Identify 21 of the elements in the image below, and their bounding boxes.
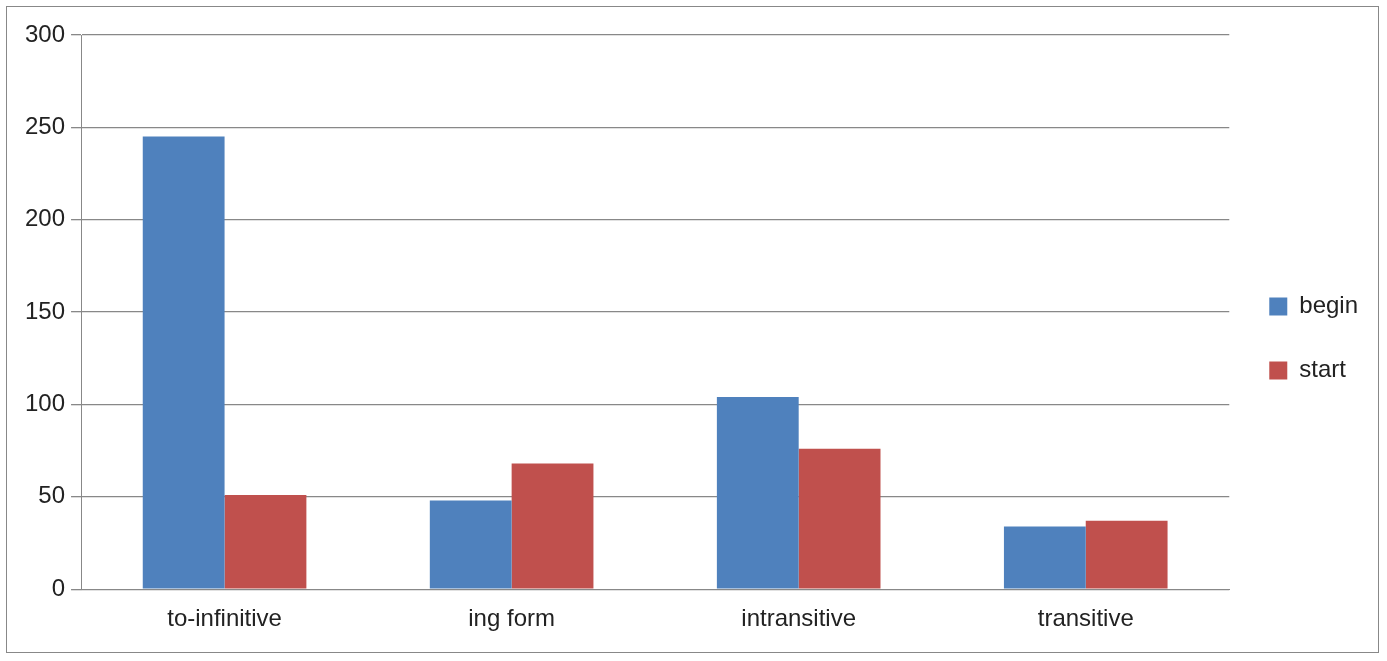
bar (1003, 526, 1086, 589)
y-tick-label: 250 (25, 111, 66, 139)
bar (798, 448, 881, 589)
bar (142, 136, 225, 589)
y-tick-label: 100 (25, 389, 66, 417)
y-tick-label: 200 (25, 204, 66, 232)
x-tick-label: ing form (468, 604, 555, 632)
y-tick-label: 50 (38, 481, 66, 509)
x-tick-label: to-infinitive (167, 604, 282, 632)
bar (1085, 520, 1168, 589)
legend-label: begin (1299, 291, 1359, 319)
bar (224, 494, 307, 589)
x-tick-label: transitive (1037, 604, 1134, 632)
bar (716, 397, 799, 589)
y-tick-label: 0 (51, 573, 66, 601)
y-tick-label: 150 (25, 296, 66, 324)
legend-label: start (1299, 355, 1347, 383)
bar (429, 500, 512, 589)
y-tick-label: 300 (25, 19, 66, 47)
x-tick-label: intransitive (741, 604, 857, 632)
bar (511, 463, 594, 589)
